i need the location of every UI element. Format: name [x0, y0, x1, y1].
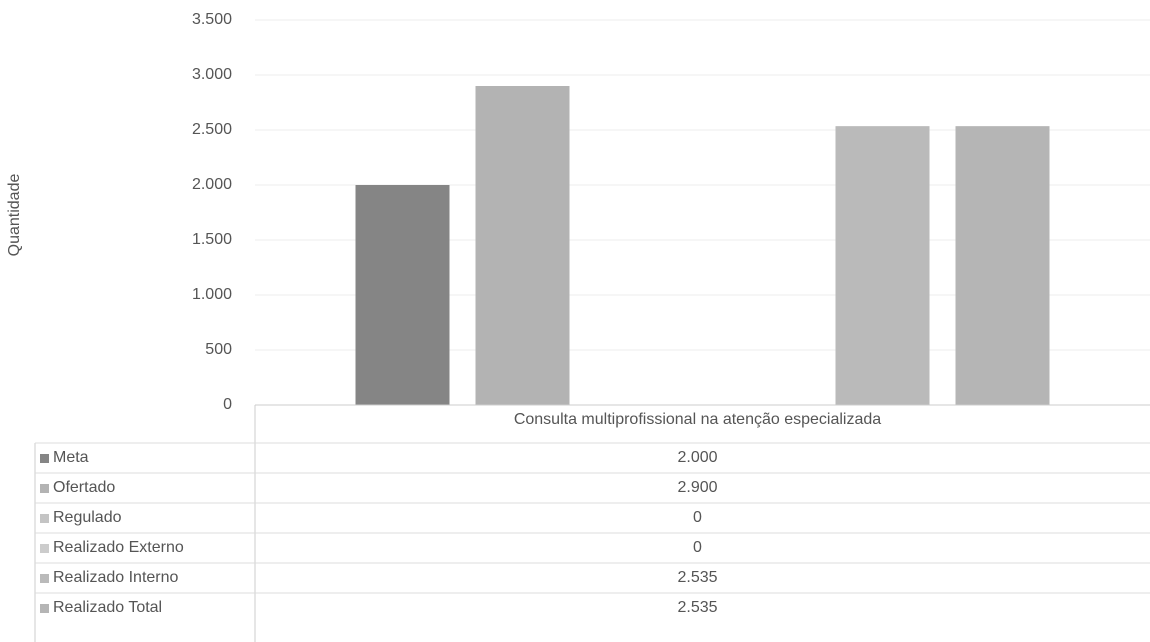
- bar: [835, 126, 930, 406]
- legend-label: Realizado Total: [53, 599, 162, 616]
- legend-swatch: [40, 604, 49, 613]
- legend-label: Realizado Externo: [53, 539, 184, 556]
- legend-label: Regulado: [53, 509, 122, 526]
- legend-swatch: [40, 544, 49, 553]
- table-value: 2.900: [677, 479, 717, 496]
- legend-swatch: [40, 574, 49, 583]
- legend-label: Meta: [53, 449, 89, 466]
- legend-label: Realizado Interno: [53, 569, 179, 586]
- y-tick-label: 3.000: [192, 66, 232, 83]
- y-tick-label: 3.500: [192, 11, 232, 28]
- x-tick-label: Consulta multiprofissional na atenção es…: [514, 411, 881, 428]
- bar: [355, 185, 450, 405]
- legend-swatch: [40, 454, 49, 463]
- bar: [955, 126, 1050, 406]
- y-tick-label: 500: [205, 341, 232, 358]
- y-tick-label: 1.500: [192, 231, 232, 248]
- legend-label: Ofertado: [53, 479, 115, 496]
- table-value: 0: [693, 539, 702, 556]
- table-value: 2.535: [677, 599, 717, 616]
- y-tick-label: 1.000: [192, 286, 232, 303]
- bar: [475, 86, 570, 405]
- legend-swatch: [40, 514, 49, 523]
- y-tick-label: 2.000: [192, 176, 232, 193]
- table-value: 2.535: [677, 569, 717, 586]
- table-value: 2.000: [677, 449, 717, 466]
- y-tick-label: 2.500: [192, 121, 232, 138]
- y-tick-label: 0: [223, 396, 232, 413]
- table-value: 0: [693, 509, 702, 526]
- y-axis-label: Quantidade: [6, 174, 23, 257]
- legend-swatch: [40, 484, 49, 493]
